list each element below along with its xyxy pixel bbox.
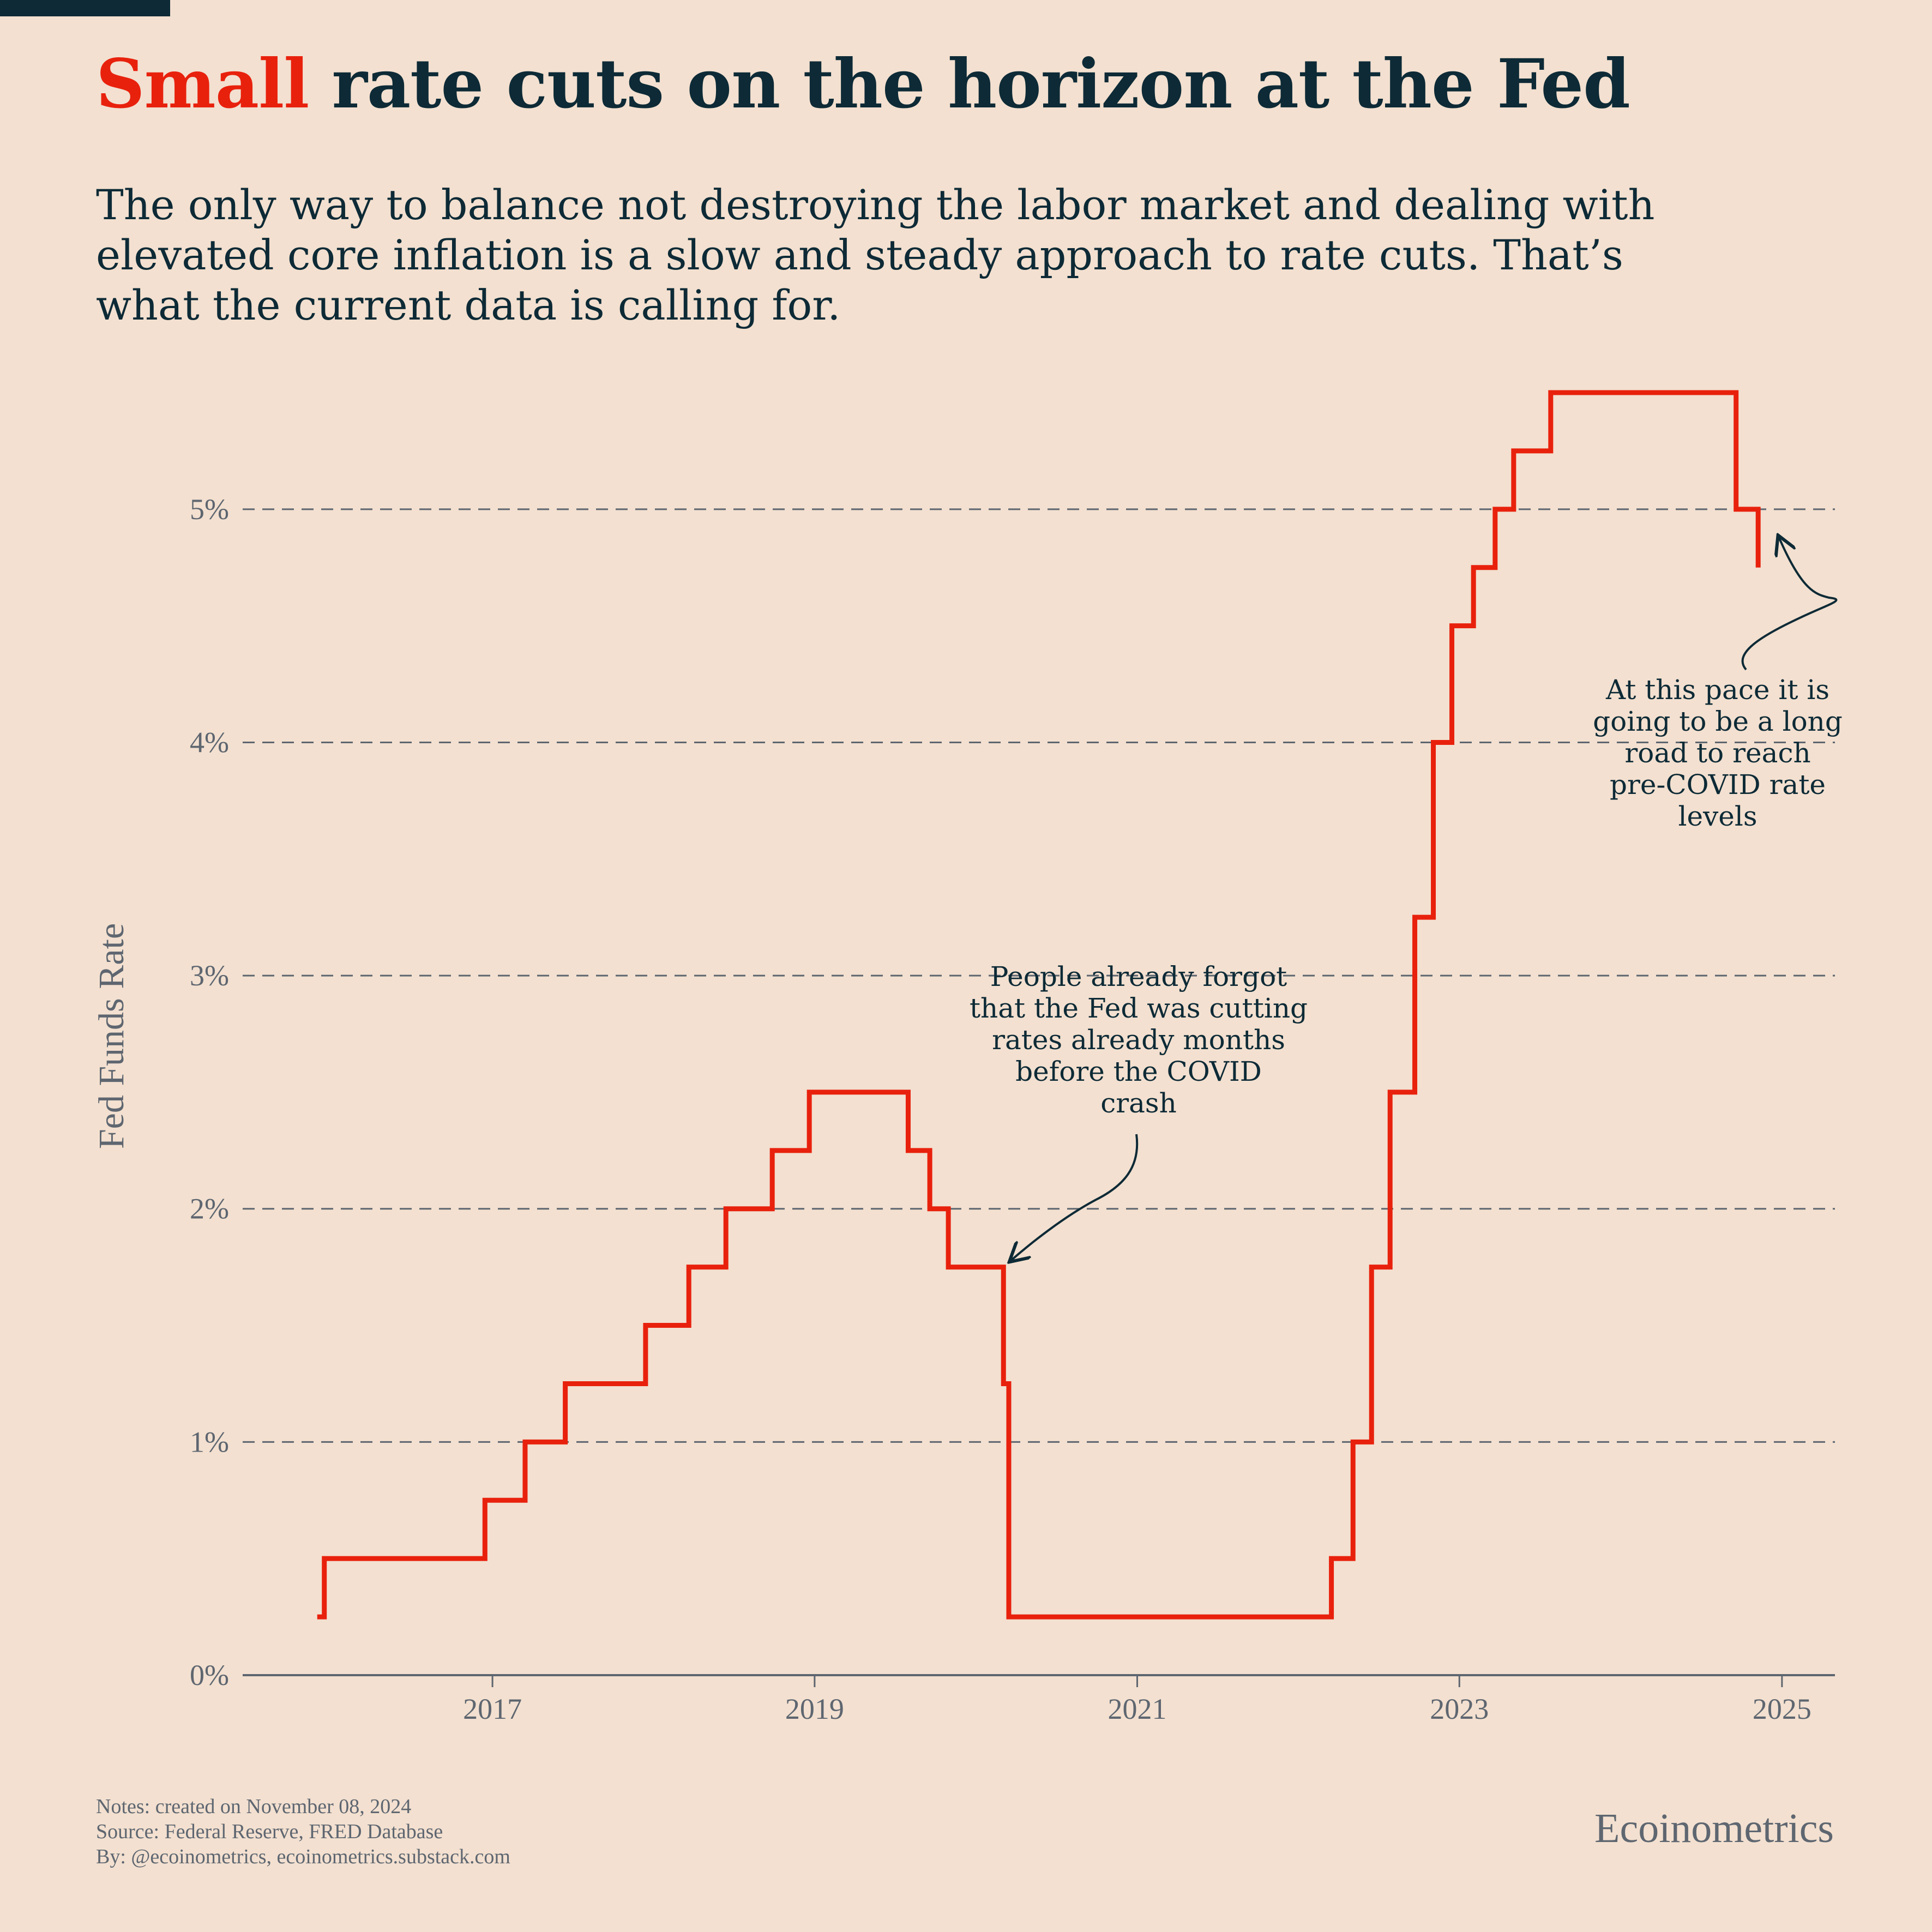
footer-notes: Notes: created on November 08, 2024 Sour…	[96, 1794, 510, 1869]
annotation-arrow-long-road	[1741, 537, 1838, 671]
annotation-covid-cuts: People already forgot that the Fed was cu…	[970, 961, 1308, 1119]
annotation-long-road: At this pace it is going to be a long road…	[1593, 674, 1843, 832]
x-tick-label: 2025	[1753, 1693, 1811, 1725]
y-tick-label: 1%	[190, 1425, 229, 1458]
series-line	[317, 390, 1761, 1620]
y-axis-tick-labels: 0% 1% 2% 3% 4% 5%	[190, 493, 229, 1692]
y-tick-label: 3%	[190, 959, 229, 992]
x-tick-label: 2023	[1430, 1693, 1489, 1725]
title-highlight: Small	[96, 45, 309, 124]
annotation-arrow-covid	[1011, 1134, 1139, 1261]
x-tick-label: 2019	[785, 1693, 844, 1725]
x-axis-tick-labels: 2017 2019 2021 2023 2025	[463, 1693, 1811, 1725]
y-tick-label: 5%	[190, 493, 229, 526]
chart-subtitle: The only way to balance not destroying t…	[96, 180, 1655, 329]
chart-title: Small rate cuts on the horizon at the Fe…	[96, 45, 1630, 124]
x-axis	[243, 1674, 1835, 1687]
y-axis-label: Fed Funds Rate	[92, 923, 131, 1149]
x-tick-label: 2017	[463, 1693, 522, 1725]
note-byline: By: @ecoinometrics, ecoinometrics.substa…	[96, 1845, 510, 1868]
note-created: Notes: created on November 08, 2024	[96, 1795, 412, 1818]
series-group	[317, 390, 1761, 1620]
note-source: Source: Federal Reserve, FRED Database	[96, 1820, 443, 1843]
annotations: People already forgot that the Fed was cu…	[970, 537, 1843, 1261]
x-tick-label: 2021	[1108, 1693, 1166, 1725]
brand-logo-text: Ecoinometrics	[1594, 1805, 1834, 1851]
y-tick-label: 4%	[190, 726, 229, 759]
y-tick-label: 0%	[190, 1659, 229, 1692]
corner-accent-bar	[0, 0, 170, 16]
y-tick-label: 2%	[190, 1193, 229, 1225]
grid-lines	[243, 508, 1835, 1676]
title-rest: rate cuts on the horizon at the Fed	[309, 45, 1630, 124]
